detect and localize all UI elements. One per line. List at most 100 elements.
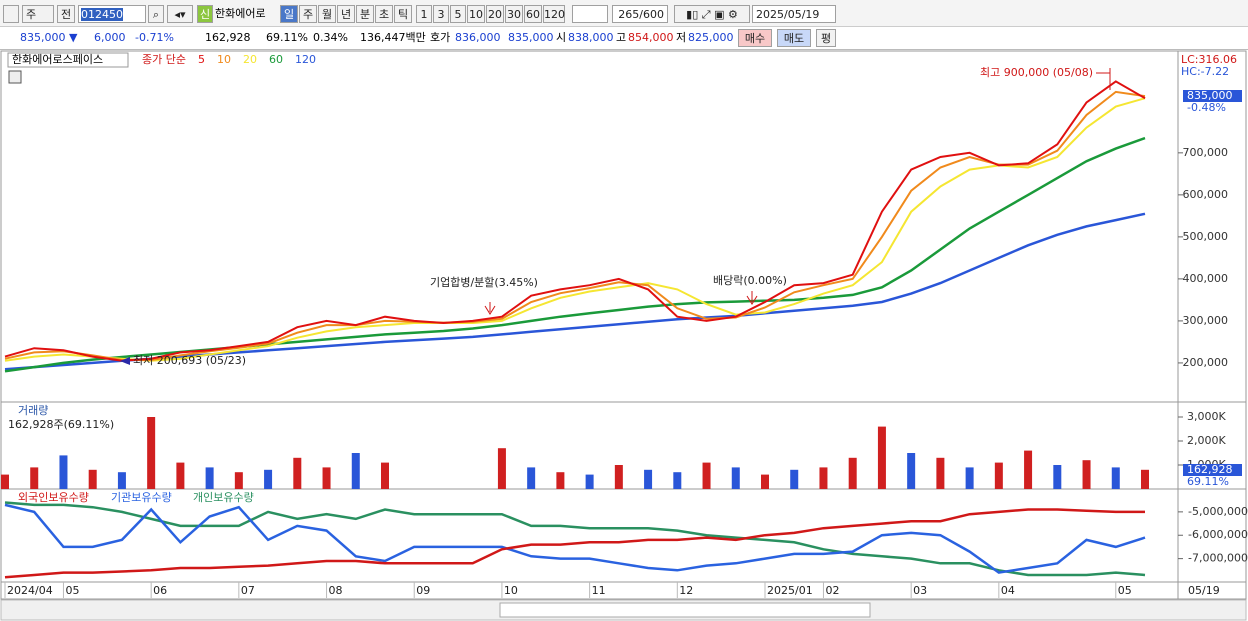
legend-entry: 120	[295, 53, 316, 66]
interval-button[interactable]: 1	[416, 5, 432, 23]
annotation-arrow	[484, 302, 496, 315]
interval-button[interactable]: 분	[356, 5, 374, 23]
volume-bar	[1, 474, 9, 489]
series-line	[4, 90, 1146, 361]
last-rate: -0.48%	[1187, 101, 1226, 114]
interval-button[interactable]: 60	[524, 5, 542, 23]
tool-icons[interactable]: ▮▯ ⤢ ▣ ⚙	[674, 5, 750, 23]
eval-button[interactable]: 평	[816, 29, 836, 47]
volume-bar	[994, 462, 1003, 489]
x-tick-label: 10	[504, 584, 518, 597]
volume-bar	[1053, 465, 1062, 489]
x-tick-label: 11	[592, 584, 606, 597]
interval-button[interactable]: 초	[375, 5, 393, 23]
y-tick-label: 700,000	[1183, 146, 1229, 159]
interval-button[interactable]: 년	[337, 5, 355, 23]
search-button[interactable]: ⌕	[148, 5, 164, 23]
legend-box	[7, 52, 129, 68]
interval-button[interactable]: 월	[318, 5, 336, 23]
y-tick-label: 400,000	[1183, 272, 1229, 285]
prev-button[interactable]: 전	[57, 5, 75, 23]
series-line	[4, 503, 1146, 574]
ask-label: 호가	[430, 31, 451, 44]
volume-bar	[1111, 467, 1120, 489]
series-line	[4, 80, 1146, 362]
high-label: 고	[616, 31, 627, 44]
volume-bar	[877, 426, 886, 489]
frame	[0, 50, 1247, 600]
x-tick-label: 12	[679, 584, 693, 597]
volume-bar	[614, 465, 623, 489]
interval-button[interactable]: 5	[450, 5, 466, 23]
volume-bar	[322, 467, 331, 489]
volume-bar	[673, 472, 682, 489]
volume-bar	[497, 448, 506, 489]
count-input[interactable]: 265/600	[612, 5, 668, 23]
y-tick-label: 300,000	[1183, 314, 1229, 327]
series-line	[4, 97, 1146, 362]
volume-bar	[936, 457, 945, 489]
x-tick-label: 2024/04	[7, 584, 53, 597]
series-line	[4, 501, 1146, 577]
interval-button[interactable]: 틱	[394, 5, 412, 23]
volume-bar	[907, 453, 916, 489]
volume-bar	[381, 462, 389, 489]
volume-bar	[147, 417, 156, 489]
volume-bar	[59, 455, 68, 489]
interval-button[interactable]: 일	[280, 5, 298, 23]
menu-icon[interactable]	[3, 5, 19, 23]
legend-entry: 기관보유수량	[111, 491, 172, 504]
panel-title: 거래량	[18, 404, 48, 417]
price: 835,000 ▼	[20, 31, 78, 44]
last-date: 05/19	[1188, 584, 1220, 597]
volume-bar	[1082, 460, 1091, 489]
x-tick-label: 04	[1001, 584, 1015, 597]
volume-bar	[264, 469, 273, 489]
high-annotation: 최고 900,000 (05/08)	[980, 66, 1093, 79]
change: 6,000	[94, 31, 126, 44]
code-input[interactable]: 012450	[78, 5, 146, 23]
y-tick-label: -5,000,000	[1188, 505, 1248, 518]
new-badge: 신	[197, 5, 213, 23]
panel-subtitle: 162,928주(69.11%)	[8, 418, 114, 431]
volume-bar	[234, 472, 243, 489]
series-line	[4, 136, 1146, 373]
interval-button[interactable]: 10	[467, 5, 485, 23]
volume-bar	[176, 462, 185, 489]
interval-button[interactable]: 주	[299, 5, 317, 23]
scroll-thumb[interactable]	[499, 602, 871, 618]
period-select[interactable]: 주	[22, 5, 54, 23]
sound-button[interactable]: ◂▾	[167, 5, 193, 23]
interval-button[interactable]: 30	[505, 5, 523, 23]
x-tick-label: 07	[241, 584, 255, 597]
annotation-arrow	[120, 357, 130, 365]
volume-bar	[1141, 469, 1149, 489]
open-label: 시	[556, 31, 567, 44]
y-tick-label: 500,000	[1183, 230, 1229, 243]
legend-entry: 외국인보유수량	[18, 491, 89, 504]
sell-button[interactable]: 매도	[777, 29, 811, 47]
low: 825,000	[688, 31, 734, 44]
interval-button[interactable]: 20	[486, 5, 504, 23]
volume-bar	[30, 467, 39, 489]
open: 838,000	[568, 31, 614, 44]
interval-button[interactable]: 3	[433, 5, 449, 23]
quote-bar: 835,000 ▼ 6,000 -0.71% 162,928 69.11% 0.…	[0, 27, 1248, 50]
merger-annotation: 기업합병/분할(3.45%)	[430, 276, 538, 289]
last-volume-rate: 69.11%	[1187, 475, 1229, 488]
stock-title: 한화에어로스페이스	[12, 53, 103, 66]
buy-button[interactable]: 매수	[738, 29, 772, 47]
high: 854,000	[628, 31, 674, 44]
interval-button[interactable]: 120	[543, 5, 565, 23]
empty-select[interactable]	[572, 5, 608, 23]
date-input[interactable]: 2025/05/19	[752, 5, 836, 23]
volume-bar	[293, 457, 302, 489]
volume-bar	[585, 474, 594, 489]
series-line	[4, 212, 1146, 371]
low-label: 저	[676, 31, 687, 44]
y-tick-label: -7,000,000	[1188, 552, 1248, 565]
turnover: 0.34%	[313, 31, 348, 44]
legend-entry: 20	[243, 53, 257, 66]
